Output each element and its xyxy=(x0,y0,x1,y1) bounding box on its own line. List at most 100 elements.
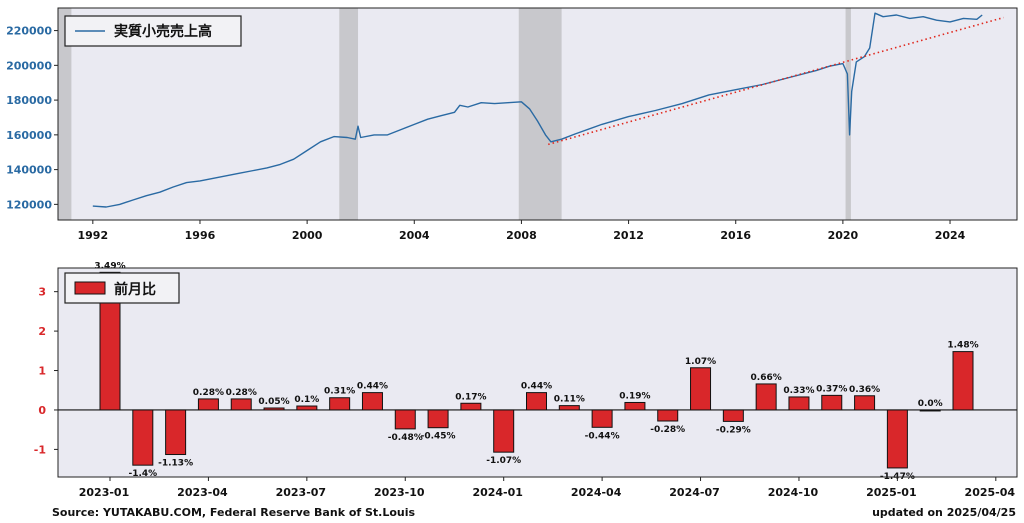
bar-label-2024-12: 0.36% xyxy=(849,385,880,395)
bar-label-2024-06: -0.28% xyxy=(650,425,685,435)
bar-2023-11 xyxy=(427,409,449,429)
top-ytick-label-0: 120000 xyxy=(6,198,52,211)
bottom-legend-box xyxy=(64,272,180,304)
top-ytick-label-5: 220000 xyxy=(6,25,52,38)
bar-label-2025-02: 0.0% xyxy=(918,399,943,409)
bar-2023-08 xyxy=(329,397,351,411)
bottom-frame xyxy=(57,267,1018,478)
bar-label-2023-09: 0.44% xyxy=(357,382,388,392)
bar-2023-01 xyxy=(99,271,121,411)
top-xtick-label-0: 1992 xyxy=(78,229,109,242)
bar-label-2023-01: 3.49% xyxy=(94,261,125,271)
bar-2023-12 xyxy=(460,402,482,411)
top-xtick-label-1: 1996 xyxy=(185,229,216,242)
bottom-xtick-label-5: 2024-04 xyxy=(571,486,622,499)
bottom-xtick-label-6: 2024-07 xyxy=(669,486,720,499)
updated-note: updated on 2025/04/25 xyxy=(872,506,1016,519)
bottom-xtick-label-9: 2025-04 xyxy=(965,486,1016,499)
bottom-legend-swatch xyxy=(74,281,106,295)
bottom-panel: 3.49%-1.4%-1.13%0.28% 0.28%0.05% 0.1%0.31%… xyxy=(34,261,1018,499)
bar-label-2024-07: 1.07% xyxy=(685,357,716,367)
bar-2024-07 xyxy=(690,367,712,411)
bar-label-2024-02: 0.44% xyxy=(521,382,552,392)
bar-2024-01 xyxy=(493,409,515,453)
bar-label-2023-12: 0.17% xyxy=(455,392,486,402)
bar-2024-09 xyxy=(755,383,777,411)
bar-label-2024-04: -0.44% xyxy=(585,431,620,441)
recession-band-0 xyxy=(58,8,72,220)
top-frame xyxy=(57,7,1018,221)
bar-label-2023-07: 0.1% xyxy=(294,395,319,405)
top-xtick-label-8: 2024 xyxy=(935,229,966,242)
top-legend: 実質小売売上高 xyxy=(64,15,242,47)
recession-band-2 xyxy=(518,8,562,220)
top-xtick-label-5: 2012 xyxy=(613,229,644,242)
bar-label-2023-04: 0.28% xyxy=(193,388,224,398)
bar-label-2024-03: 0.11% xyxy=(554,395,585,405)
bar-2023-09 xyxy=(361,392,383,411)
bottom-legend: 前月比 xyxy=(64,272,180,304)
bar-2024-10 xyxy=(788,396,810,411)
bar-2024-08 xyxy=(722,409,744,422)
bar-label-2025-03: 1.48% xyxy=(947,341,978,351)
bar-label-2023-11: -0.45% xyxy=(421,432,456,442)
top-ytick-label-2: 160000 xyxy=(6,129,52,142)
top-xtick-label-7: 2020 xyxy=(828,229,859,242)
bar-2023-03 xyxy=(165,409,187,456)
bar-label-2024-10: 0.33% xyxy=(783,386,814,396)
bottom-ytick-label-4: 3 xyxy=(38,286,46,299)
bar-label-2023-10: -0.48% xyxy=(388,433,423,443)
source-note: Source: YUTAKABU.COM, Federal Reserve Ba… xyxy=(52,506,416,519)
bar-2023-05 xyxy=(230,398,252,411)
bar-2023-10 xyxy=(394,409,416,430)
bar-label-2024-09: 0.66% xyxy=(751,373,782,383)
top-ytick-label-3: 180000 xyxy=(6,94,52,107)
bottom-xtick-label-8: 2025-01 xyxy=(866,486,917,499)
bar-2023-06 xyxy=(263,407,285,411)
top-panel: 120000 140000 160000 180000 200000 220000 1992… xyxy=(6,7,1018,242)
bottom-xtick-label-0: 2023-01 xyxy=(79,486,130,499)
bar-2023-04 xyxy=(197,398,219,411)
bar-label-2023-02: -1.4% xyxy=(128,469,157,479)
top-xtick-label-3: 2004 xyxy=(399,229,430,242)
top-ytick-label-4: 200000 xyxy=(6,59,52,72)
bottom-ytick-label-1: 0 xyxy=(38,404,46,417)
bottom-plot-area xyxy=(58,268,1017,477)
recession-band-1 xyxy=(339,8,359,220)
bottom-ytick-label-2: 1 xyxy=(38,365,46,378)
bottom-xtick-label-2: 2023-07 xyxy=(276,486,327,499)
bar-label-2024-05: 0.19% xyxy=(619,391,650,401)
bottom-legend-label: 前月比 xyxy=(114,281,156,298)
bar-label-2024-11: 0.37% xyxy=(816,384,847,394)
bar-label-2023-05: 0.28% xyxy=(226,388,257,398)
bar-2024-12 xyxy=(854,395,876,411)
top-xtick-label-4: 2008 xyxy=(506,229,537,242)
bar-2023-02 xyxy=(132,409,154,466)
bar-label-2024-01: -1.07% xyxy=(486,456,521,466)
bar-label-2023-06: 0.05% xyxy=(258,397,289,407)
bottom-xtick-label-1: 2023-04 xyxy=(177,486,228,499)
bottom-xtick-label-3: 2023-10 xyxy=(374,486,425,499)
top-xtick-label-2: 2000 xyxy=(292,229,323,242)
top-ytick-label-1: 140000 xyxy=(6,164,52,177)
bottom-xtick-label-4: 2024-01 xyxy=(472,486,523,499)
bottom-xtick-label-7: 2024-10 xyxy=(768,486,819,499)
bar-2024-03 xyxy=(558,405,580,411)
bar-2024-11 xyxy=(821,394,843,411)
retail-sales-line xyxy=(92,12,983,208)
bar-2024-06 xyxy=(657,409,679,422)
top-legend-label: 実質小売売上高 xyxy=(114,23,212,40)
bar-2023-07 xyxy=(296,405,318,411)
top-xtick-label-6: 2016 xyxy=(720,229,751,242)
bottom-ytick-label-0: -1 xyxy=(34,443,46,456)
bar-2025-03 xyxy=(952,351,974,411)
bar-2025-02 xyxy=(919,409,941,412)
bar-label-2023-03: -1.13% xyxy=(158,459,193,469)
bar-label-2024-08: -0.29% xyxy=(716,425,751,435)
bar-2024-04 xyxy=(591,409,613,428)
bar-2024-05 xyxy=(624,401,646,411)
bar-label-2023-08: 0.31% xyxy=(324,387,355,397)
bar-2025-01 xyxy=(886,409,908,469)
